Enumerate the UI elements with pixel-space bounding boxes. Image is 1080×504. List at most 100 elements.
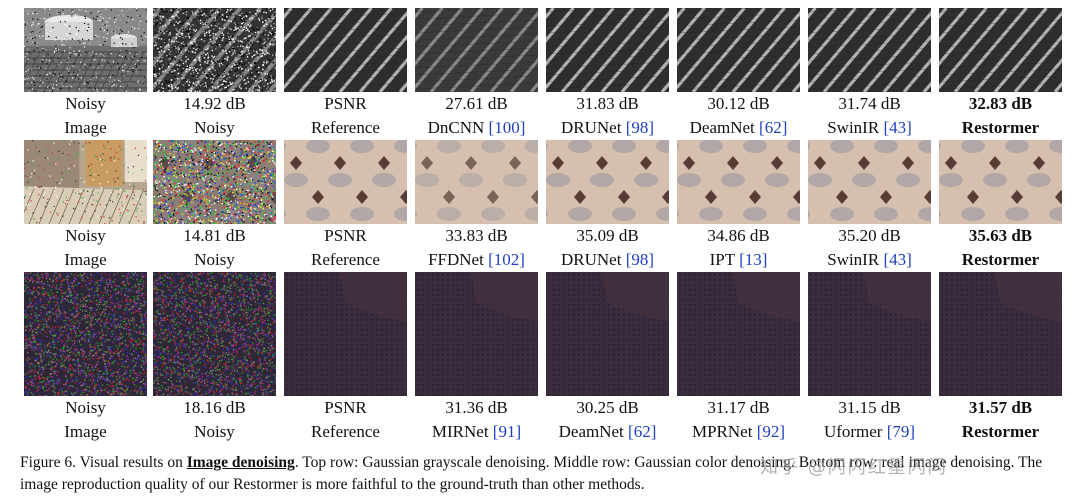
method-name: Image <box>64 250 107 269</box>
method-name: DnCNN <box>427 118 489 137</box>
citation-link[interactable]: [62] <box>759 118 788 137</box>
panel-score: 31.74 dB <box>838 94 901 113</box>
method-name: Noisy <box>194 422 235 441</box>
panel-image <box>677 272 800 396</box>
method-name: IPT <box>709 250 740 269</box>
panel-method: DnCNN [100] <box>415 116 538 140</box>
panel-method: DRUNet [98] <box>546 116 669 140</box>
figure-panel: Noisy Image <box>24 272 147 444</box>
panel-image <box>808 272 931 396</box>
panel-image <box>284 140 407 224</box>
panel-image <box>808 140 931 224</box>
panel-image <box>24 272 147 396</box>
figure-panel: 31.57 dB Restormer <box>939 272 1062 444</box>
figure-panel: 34.86 dB IPT [13] <box>677 140 800 272</box>
citation-link[interactable]: [43] <box>883 118 912 137</box>
panel-score: 14.81 dB <box>183 226 246 245</box>
panel-method: Noisy <box>153 116 276 140</box>
panel-score: PSNR <box>324 94 367 113</box>
panel-method: IPT [13] <box>677 248 800 272</box>
panel-method: Restormer <box>939 116 1062 140</box>
citation-link[interactable]: [92] <box>756 422 786 441</box>
citation-link[interactable]: [43] <box>883 250 912 269</box>
panel-score: 14.92 dB <box>183 94 246 113</box>
panel-score: 31.83 dB <box>576 94 639 113</box>
panel-image <box>415 8 538 92</box>
panel-method: Reference <box>284 420 407 444</box>
figure-panel: 31.17 dB MPRNet [92] <box>677 272 800 444</box>
figure-panel: PSNR Reference <box>284 272 407 444</box>
panel-image <box>939 272 1062 396</box>
citation-link[interactable]: [79] <box>886 422 916 441</box>
method-name: SwinIR <box>827 118 884 137</box>
panel-image <box>939 140 1062 224</box>
caption-prefix: Figure 6. Visual results on <box>20 454 187 471</box>
method-name: DeamNet <box>558 422 629 441</box>
panel-image <box>153 8 276 92</box>
panel-method: DeamNet [62] <box>546 420 669 444</box>
panel-score: PSNR <box>324 398 367 417</box>
panel-score: Noisy <box>65 226 106 245</box>
panel-score: 35.63 dB <box>968 226 1033 245</box>
method-name: FFDNet <box>428 250 489 269</box>
method-name: Uformer <box>823 422 887 441</box>
panel-score: 30.12 dB <box>707 94 770 113</box>
panel-score: Noisy <box>65 398 106 417</box>
panel-image <box>153 140 276 224</box>
panel-score: 31.17 dB <box>707 398 770 417</box>
panel-image <box>808 8 931 92</box>
citation-link[interactable]: [13] <box>739 250 768 269</box>
panel-method: DeamNet [62] <box>677 116 800 140</box>
watermark: 知乎 @闪闪红星闪闪 <box>760 457 948 478</box>
citation-link[interactable]: [102] <box>488 250 525 269</box>
method-name: Restormer <box>961 422 1040 441</box>
panel-method: Restormer <box>939 248 1062 272</box>
figure-panel: 30.25 dB DeamNet [62] <box>546 272 669 444</box>
citation-link[interactable]: [62] <box>628 422 657 441</box>
citation-link[interactable]: [100] <box>488 118 526 137</box>
panel-method: Restormer <box>939 420 1062 444</box>
method-name: DeamNet <box>689 118 760 137</box>
panel-method: Noisy <box>153 420 276 444</box>
method-name: Noisy <box>194 250 235 269</box>
panel-image <box>677 140 800 224</box>
panel-score: 18.16 dB <box>183 398 246 417</box>
method-name: Reference <box>311 250 380 269</box>
figure-panel: 14.92 dB Noisy <box>153 8 276 140</box>
figure-panel: 31.74 dB SwinIR [43] <box>808 8 931 140</box>
figure-panel: Noisy Image <box>24 8 147 140</box>
figure-panel: 31.36 dB MIRNet [91] <box>415 272 538 444</box>
method-name: Noisy <box>194 118 235 137</box>
method-name: Image <box>64 118 107 137</box>
panel-image <box>939 8 1062 92</box>
method-name: Restormer <box>961 118 1040 137</box>
method-name: MPRNet <box>691 422 757 441</box>
method-name: SwinIR <box>827 250 884 269</box>
panel-image <box>284 272 407 396</box>
figure-panel: Noisy Image <box>24 140 147 272</box>
figure-panel: PSNR Reference <box>284 140 407 272</box>
figure-panel: 35.63 dB Restormer <box>939 140 1062 272</box>
citation-link[interactable]: [91] <box>492 422 522 441</box>
panel-image <box>153 272 276 396</box>
figure-panel: 18.16 dB Noisy <box>153 272 276 444</box>
panel-method: Reference <box>284 248 407 272</box>
panel-image <box>284 8 407 92</box>
panel-score: 33.83 dB <box>445 226 508 245</box>
figure-panel: PSNR Reference <box>284 8 407 140</box>
panel-image <box>24 140 147 224</box>
caption-emphasis: Image denoising <box>186 454 295 471</box>
panel-score: 34.86 dB <box>707 226 770 245</box>
method-name: Reference <box>311 118 380 137</box>
panel-method: SwinIR [43] <box>808 248 931 272</box>
citation-link[interactable]: [98] <box>625 250 655 269</box>
method-name: MIRNet <box>431 422 493 441</box>
figure-panel: 35.20 dB SwinIR [43] <box>808 140 931 272</box>
panel-method: Noisy <box>153 248 276 272</box>
panel-image <box>677 8 800 92</box>
panel-image <box>415 272 538 396</box>
panel-method: Image <box>24 248 147 272</box>
panel-score: 35.09 dB <box>576 226 639 245</box>
panel-method: MIRNet [91] <box>415 420 538 444</box>
citation-link[interactable]: [98] <box>625 118 655 137</box>
